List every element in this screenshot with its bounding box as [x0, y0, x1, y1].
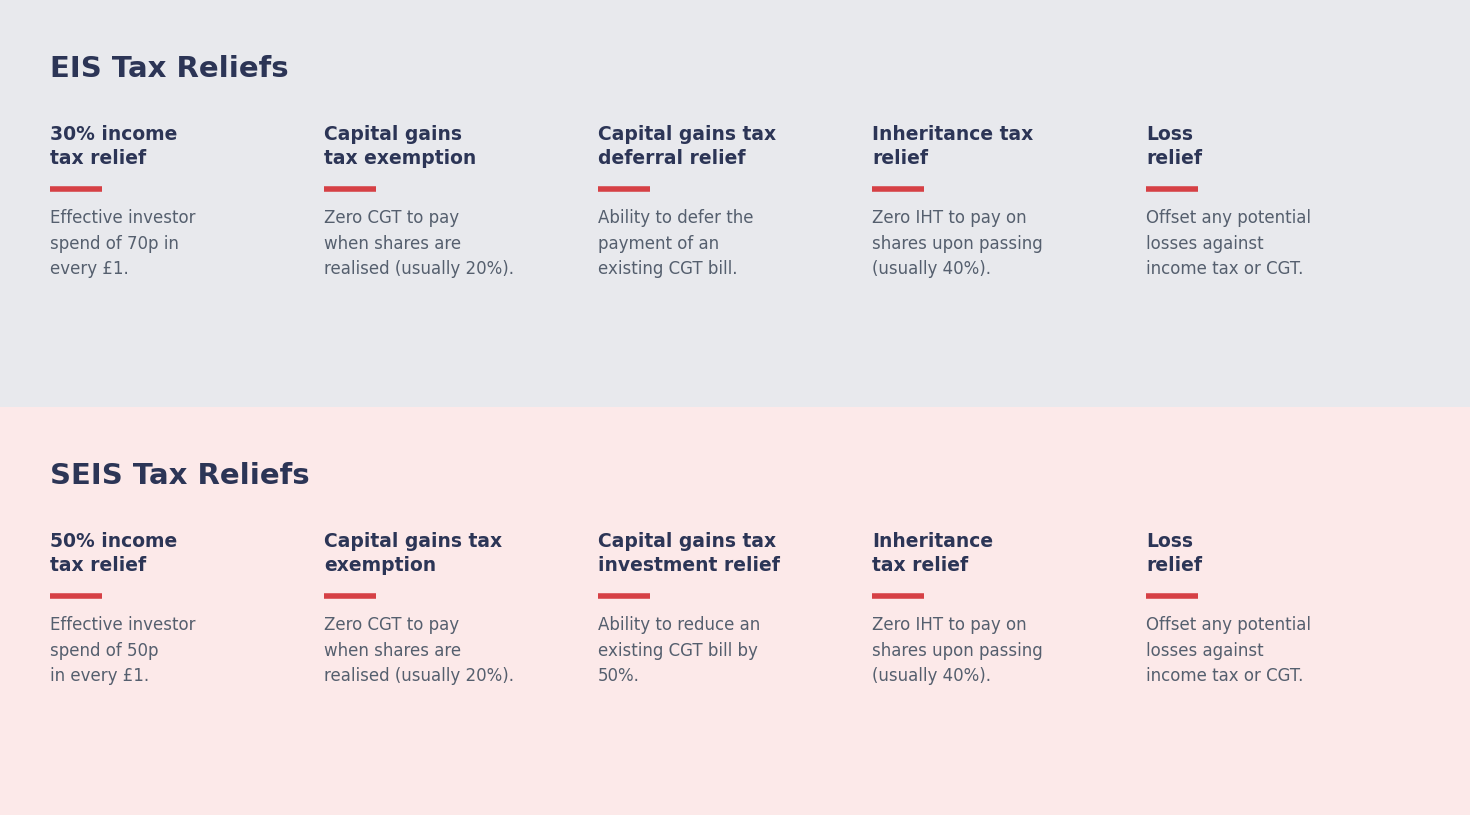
Text: Capital gains
tax exemption: Capital gains tax exemption — [323, 125, 476, 168]
Text: Capital gains tax
exemption: Capital gains tax exemption — [323, 532, 503, 575]
Text: Zero CGT to pay
when shares are
realised (usually 20%).: Zero CGT to pay when shares are realised… — [323, 616, 514, 685]
Text: Offset any potential
losses against
income tax or CGT.: Offset any potential losses against inco… — [1147, 209, 1311, 279]
Text: Loss
relief: Loss relief — [1147, 532, 1202, 575]
Text: Ability to defer the
payment of an
existing CGT bill.: Ability to defer the payment of an exist… — [598, 209, 754, 279]
Text: 30% income
tax relief: 30% income tax relief — [50, 125, 178, 168]
Text: Offset any potential
losses against
income tax or CGT.: Offset any potential losses against inco… — [1147, 616, 1311, 685]
FancyBboxPatch shape — [0, 0, 1470, 407]
Text: Inheritance tax
relief: Inheritance tax relief — [872, 125, 1033, 168]
Text: Loss
relief: Loss relief — [1147, 125, 1202, 168]
Text: Inheritance
tax relief: Inheritance tax relief — [872, 532, 994, 575]
Text: EIS Tax Reliefs: EIS Tax Reliefs — [50, 55, 288, 83]
Text: SEIS Tax Reliefs: SEIS Tax Reliefs — [50, 462, 310, 490]
FancyBboxPatch shape — [0, 407, 1470, 815]
Text: Effective investor
spend of 50p
in every £1.: Effective investor spend of 50p in every… — [50, 616, 196, 685]
Text: Zero IHT to pay on
shares upon passing
(usually 40%).: Zero IHT to pay on shares upon passing (… — [872, 616, 1042, 685]
Text: Capital gains tax
investment relief: Capital gains tax investment relief — [598, 532, 781, 575]
Text: Effective investor
spend of 70p in
every £1.: Effective investor spend of 70p in every… — [50, 209, 196, 279]
Text: Zero CGT to pay
when shares are
realised (usually 20%).: Zero CGT to pay when shares are realised… — [323, 209, 514, 279]
Text: Capital gains tax
deferral relief: Capital gains tax deferral relief — [598, 125, 776, 168]
Text: 50% income
tax relief: 50% income tax relief — [50, 532, 178, 575]
Text: Ability to reduce an
existing CGT bill by
50%.: Ability to reduce an existing CGT bill b… — [598, 616, 760, 685]
Text: Zero IHT to pay on
shares upon passing
(usually 40%).: Zero IHT to pay on shares upon passing (… — [872, 209, 1042, 279]
